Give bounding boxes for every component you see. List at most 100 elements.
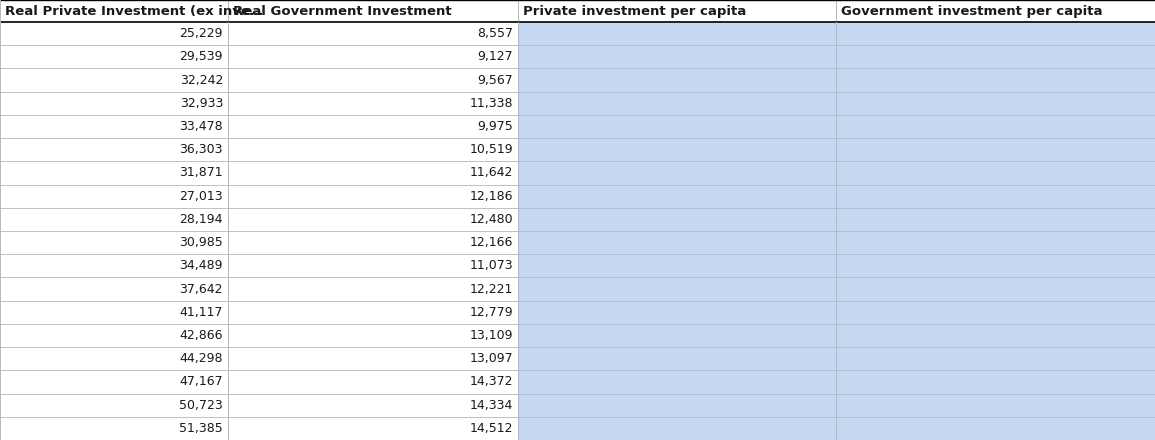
Text: 13,097: 13,097 [469,352,513,365]
Text: 14,372: 14,372 [469,375,513,389]
Bar [228,138,517,161]
Bar [517,208,836,231]
Bar [0,45,228,69]
Bar [836,184,1155,208]
Bar [836,324,1155,347]
Bar [228,69,517,92]
Text: 36,303: 36,303 [179,143,223,156]
Bar [228,301,517,324]
Bar [0,231,228,254]
Text: 37,642: 37,642 [179,282,223,296]
Bar [836,347,1155,370]
Bar [228,393,517,417]
Bar [517,324,836,347]
Bar [836,115,1155,138]
Bar [0,370,228,393]
Text: 12,480: 12,480 [469,213,513,226]
Bar [0,278,228,301]
Bar [836,138,1155,161]
Text: 50,723: 50,723 [179,399,223,412]
Bar [228,22,517,45]
Bar [228,115,517,138]
Text: 14,334: 14,334 [470,399,513,412]
Text: 31,871: 31,871 [179,166,223,180]
Bar [0,324,228,347]
Bar [836,254,1155,278]
Bar [517,22,836,45]
Bar [517,301,836,324]
Bar [517,0,836,22]
Bar [228,161,517,184]
Text: 42,866: 42,866 [179,329,223,342]
Text: 25,229: 25,229 [179,27,223,40]
Bar [836,417,1155,440]
Bar [836,278,1155,301]
Text: Real Private Investment (ex inve…: Real Private Investment (ex inve… [5,4,263,18]
Bar [0,161,228,184]
Text: 29,539: 29,539 [179,50,223,63]
Text: 33,478: 33,478 [179,120,223,133]
Bar [836,45,1155,69]
Bar [0,417,228,440]
Bar [836,69,1155,92]
Text: 9,127: 9,127 [477,50,513,63]
Bar [228,278,517,301]
Text: 11,338: 11,338 [469,97,513,110]
Text: 12,779: 12,779 [469,306,513,319]
Text: 34,489: 34,489 [179,259,223,272]
Bar [836,22,1155,45]
Text: 30,985: 30,985 [179,236,223,249]
Bar [517,45,836,69]
Text: 47,167: 47,167 [179,375,223,389]
Bar [836,301,1155,324]
Text: Real Government Investment: Real Government Investment [233,4,452,18]
Bar [517,231,836,254]
Text: 32,933: 32,933 [180,97,223,110]
Bar [836,208,1155,231]
Text: 9,975: 9,975 [477,120,513,133]
Text: 51,385: 51,385 [179,422,223,435]
Text: 27,013: 27,013 [179,190,223,203]
Bar [0,208,228,231]
Bar [0,184,228,208]
Text: 28,194: 28,194 [179,213,223,226]
Bar [517,347,836,370]
Text: 12,186: 12,186 [469,190,513,203]
Bar [517,69,836,92]
Bar [228,231,517,254]
Bar [0,301,228,324]
Text: 13,109: 13,109 [469,329,513,342]
Bar [517,417,836,440]
Text: 12,221: 12,221 [470,282,513,296]
Bar [228,370,517,393]
Bar [517,370,836,393]
Bar [836,161,1155,184]
Bar [0,22,228,45]
Bar [836,92,1155,115]
Text: Private investment per capita: Private investment per capita [523,4,746,18]
Text: 12,166: 12,166 [470,236,513,249]
Bar [228,0,517,22]
Bar [0,138,228,161]
Text: 11,642: 11,642 [470,166,513,180]
Bar [517,161,836,184]
Bar [836,0,1155,22]
Bar [517,278,836,301]
Text: 32,242: 32,242 [180,73,223,87]
Text: 44,298: 44,298 [179,352,223,365]
Bar [0,0,228,22]
Text: 8,557: 8,557 [477,27,513,40]
Text: 9,567: 9,567 [477,73,513,87]
Bar [0,92,228,115]
Text: 14,512: 14,512 [469,422,513,435]
Bar [228,208,517,231]
Bar [228,254,517,278]
Bar [517,393,836,417]
Bar [228,417,517,440]
Bar [517,184,836,208]
Bar [0,115,228,138]
Bar [228,45,517,69]
Bar [0,69,228,92]
Bar [517,254,836,278]
Bar [836,231,1155,254]
